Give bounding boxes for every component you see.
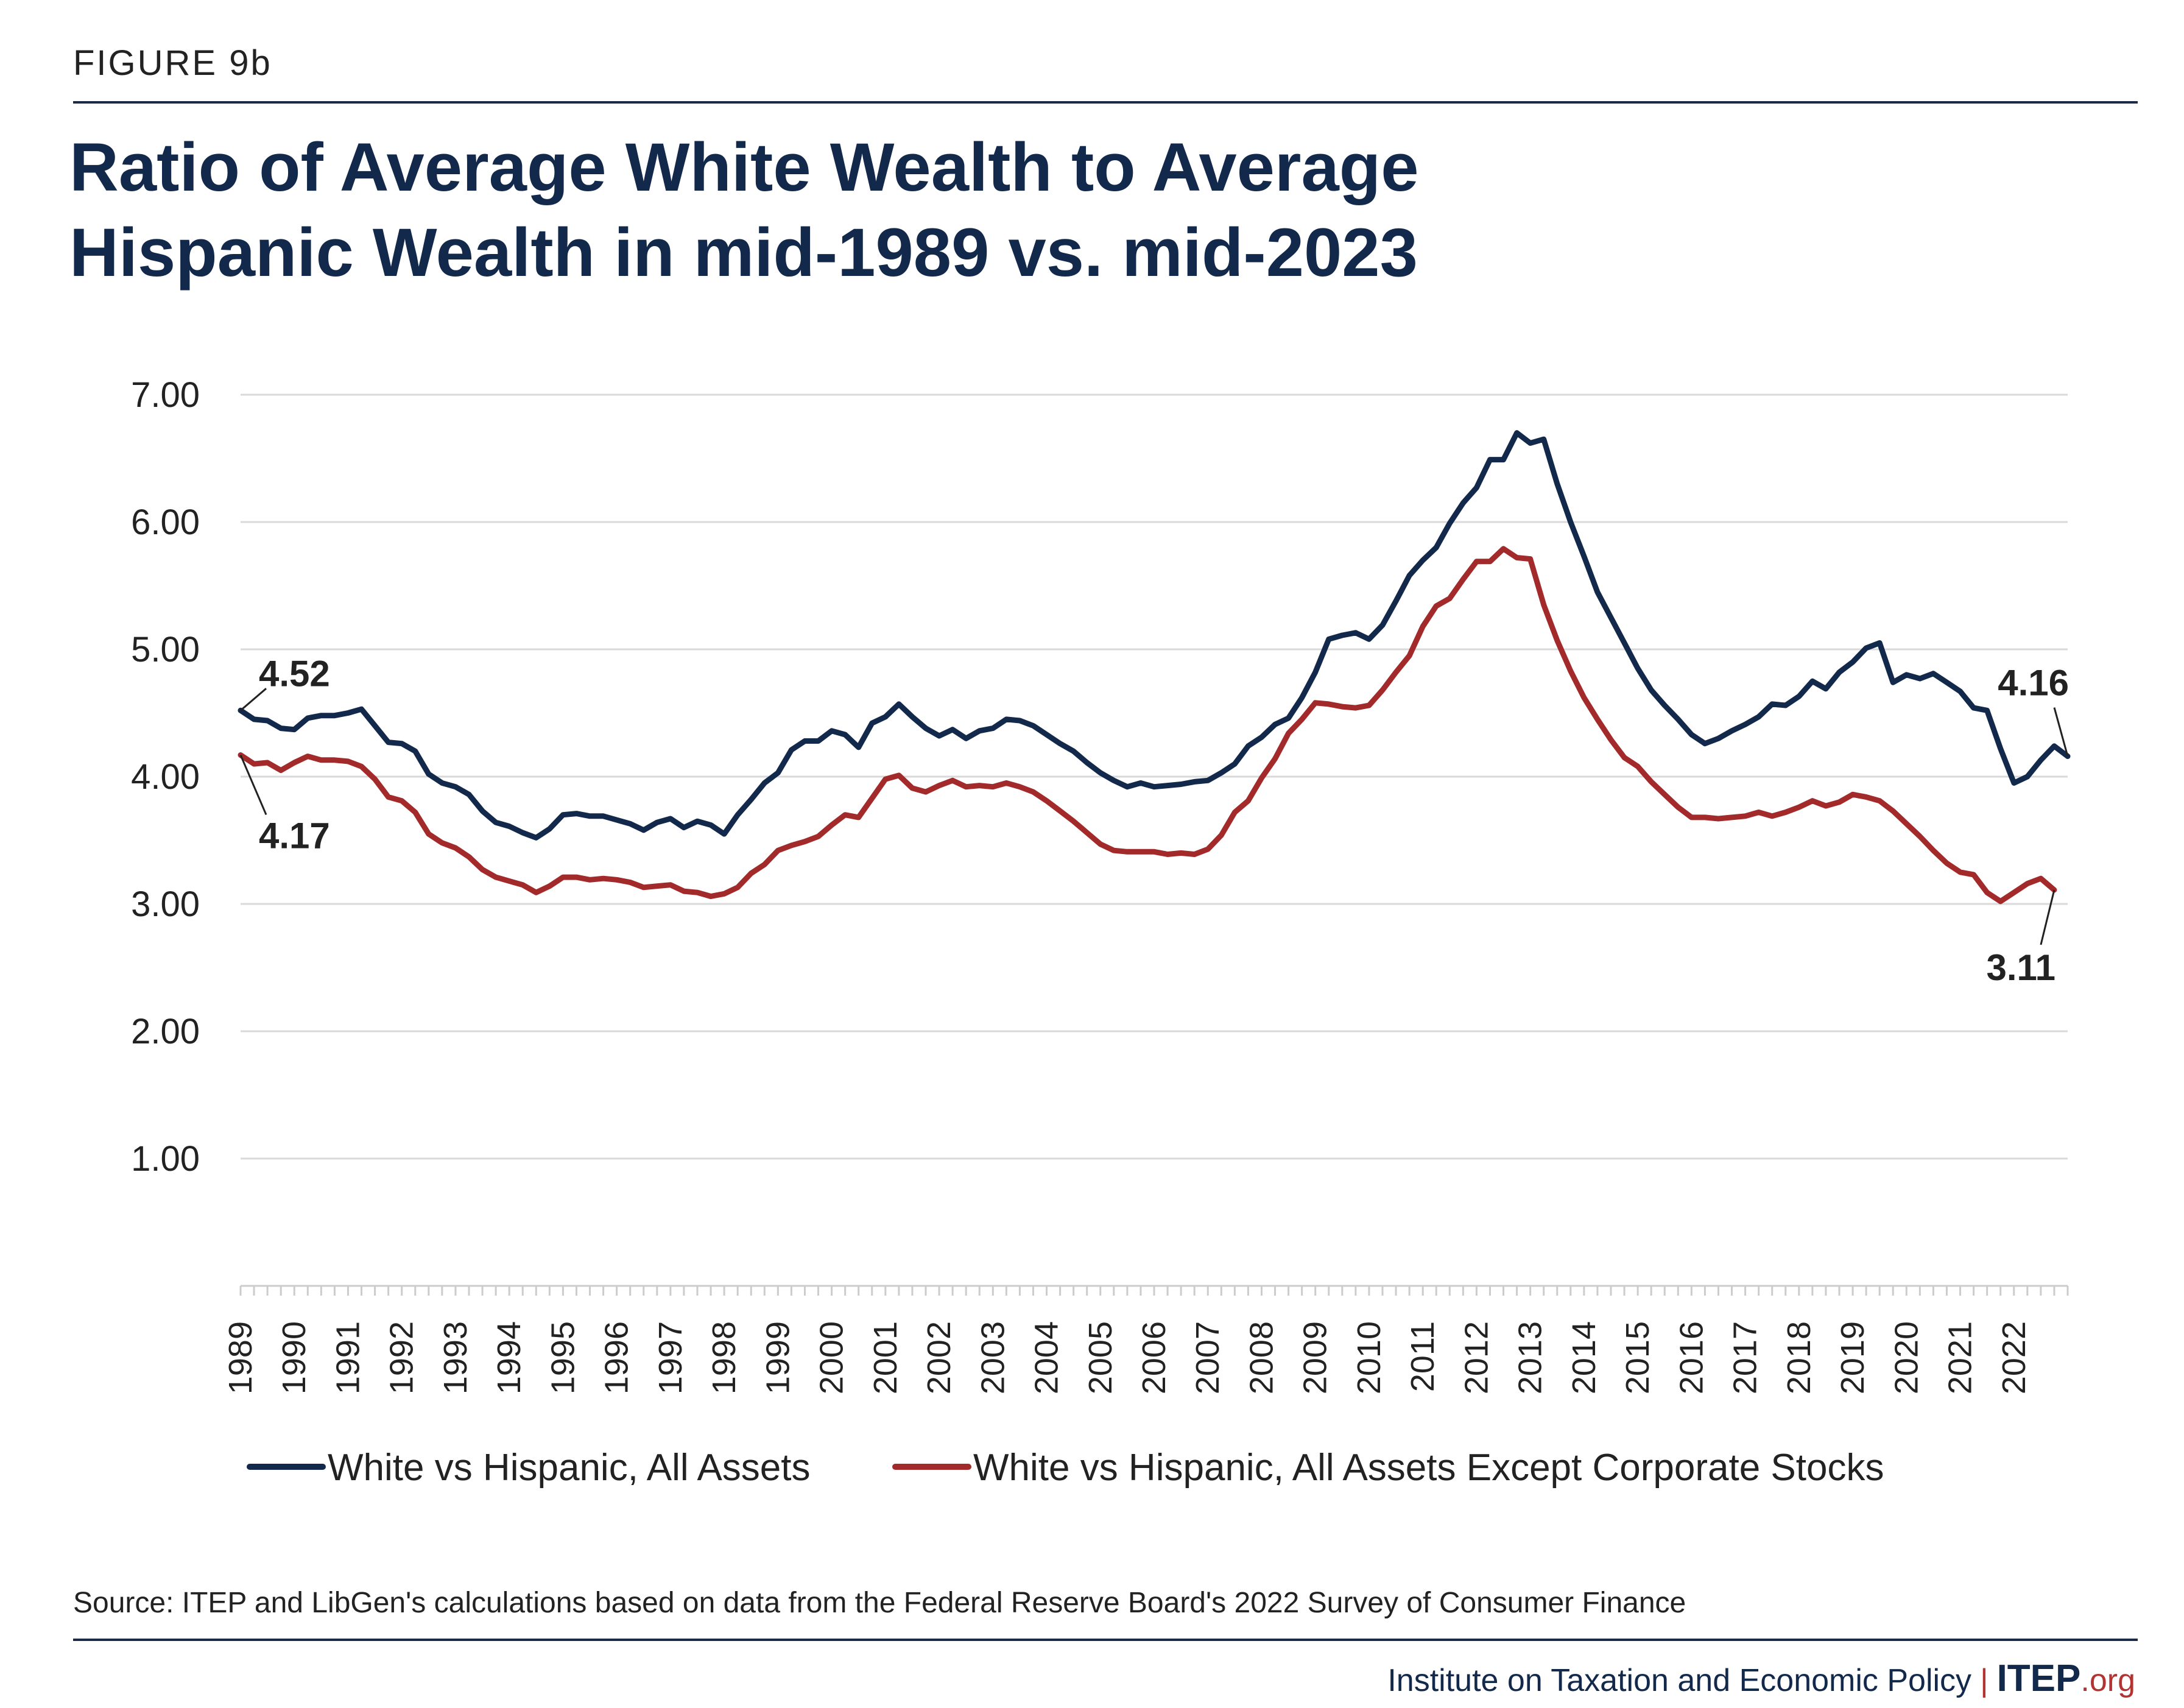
y-tick-label: 1.00 bbox=[131, 1139, 200, 1179]
x-tick-label: 2004 bbox=[1029, 1321, 1065, 1394]
x-tick-label: 1989 bbox=[222, 1321, 259, 1394]
x-tick-label: 2006 bbox=[1136, 1321, 1172, 1394]
series-line-except-stocks bbox=[238, 546, 2057, 905]
series-line-all-assets bbox=[238, 430, 2071, 841]
x-tick-label: 2021 bbox=[1942, 1321, 1979, 1394]
footer-separator: | bbox=[1980, 1663, 1988, 1698]
title-line-1: Ratio of Average White Wealth to Average bbox=[69, 129, 1419, 205]
y-tick-label: 5.00 bbox=[131, 630, 200, 669]
itep-logo[interactable]: ITEP.org bbox=[1997, 1657, 2135, 1699]
logo-main: ITEP bbox=[1996, 1657, 2081, 1699]
org-name: Institute on Taxation and Economic Polic… bbox=[1387, 1663, 1972, 1698]
x-tick-label: 1994 bbox=[491, 1321, 527, 1394]
x-tick-label: 1996 bbox=[599, 1321, 635, 1394]
x-tick-label: 2012 bbox=[1458, 1321, 1495, 1394]
chart-title: Ratio of Average White Wealth to Average… bbox=[69, 125, 2018, 295]
legend-label: White vs Hispanic, All Assets bbox=[328, 1447, 811, 1489]
line-chart: 7.00 6.00 5.00 4.00 3.00 2.00 1.00 1989 1990 1991… bbox=[131, 375, 2071, 1489]
footer: Institute on Taxation and Economic Polic… bbox=[1387, 1657, 2135, 1700]
x-tick-label: 2015 bbox=[1619, 1321, 1656, 1394]
x-tick-label: 2019 bbox=[1834, 1321, 1871, 1394]
x-tick-label: 1990 bbox=[276, 1321, 312, 1394]
annotation-label: 4.17 bbox=[259, 815, 330, 856]
x-tick-label: 2014 bbox=[1566, 1321, 1602, 1394]
x-tick-label: 2011 bbox=[1404, 1321, 1441, 1392]
y-tick-label: 7.00 bbox=[131, 375, 200, 415]
x-tick-label: 2022 bbox=[1996, 1321, 2032, 1394]
x-tick-label: 1999 bbox=[759, 1321, 796, 1394]
source-note: Source: ITEP and LibGen's calculations b… bbox=[73, 1587, 1686, 1619]
legend-label: White vs Hispanic, All Assets Except Cor… bbox=[973, 1447, 1884, 1489]
x-tick-label: 2002 bbox=[921, 1321, 957, 1394]
x-tick-label: 2009 bbox=[1297, 1321, 1334, 1394]
x-tick-label: 2010 bbox=[1351, 1321, 1387, 1394]
top-rule bbox=[73, 101, 2138, 104]
annotation-label: 4.52 bbox=[259, 653, 330, 694]
x-tick-label: 1992 bbox=[384, 1321, 420, 1394]
x-tick-label: 2013 bbox=[1512, 1321, 1549, 1394]
bottom-rule bbox=[73, 1639, 2138, 1641]
x-tick-label: 2001 bbox=[867, 1321, 904, 1394]
x-tick-label: 1991 bbox=[329, 1321, 366, 1394]
x-tick-label: 2005 bbox=[1082, 1321, 1119, 1394]
annotation-leader-line bbox=[239, 754, 267, 816]
annotation-leader-line bbox=[2053, 707, 2069, 757]
annotation-leader-line bbox=[240, 688, 267, 711]
x-tick-label: 1997 bbox=[652, 1321, 689, 1394]
x-tick-label: 2003 bbox=[974, 1321, 1011, 1394]
x-tick-label: 2007 bbox=[1189, 1321, 1226, 1394]
title-line-2: Hispanic Wealth in mid-1989 vs. mid-2023 bbox=[69, 214, 1418, 291]
x-tick-label: 2018 bbox=[1781, 1321, 1817, 1394]
y-tick-label: 2.00 bbox=[131, 1012, 200, 1051]
x-tick-label: 2008 bbox=[1243, 1321, 1280, 1394]
y-tick-label: 4.00 bbox=[131, 757, 200, 797]
y-tick-label: 6.00 bbox=[131, 503, 200, 542]
x-tick-label: 2016 bbox=[1673, 1321, 1710, 1394]
x-tick-label: 1998 bbox=[706, 1321, 742, 1394]
figure-label: FIGURE 9b bbox=[73, 43, 272, 83]
logo-suffix: .org bbox=[2080, 1663, 2135, 1698]
annotation-label: 3.11 bbox=[1986, 947, 2055, 988]
x-tick-label: 2020 bbox=[1888, 1321, 1925, 1394]
annotation-leader-line bbox=[2040, 889, 2055, 945]
x-tick-label: 2017 bbox=[1727, 1321, 1764, 1394]
x-tick-label: 1993 bbox=[437, 1321, 474, 1394]
annotation-label: 4.16 bbox=[1998, 663, 2069, 704]
x-tick-label: 2000 bbox=[814, 1321, 850, 1394]
y-tick-label: 3.00 bbox=[131, 884, 200, 924]
x-tick-label: 1995 bbox=[544, 1321, 581, 1394]
